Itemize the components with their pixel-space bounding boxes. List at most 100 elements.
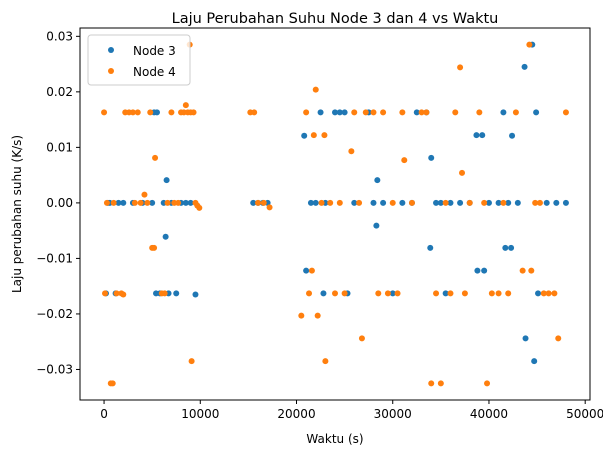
point-node-3 [457, 199, 464, 206]
point-node-4 [141, 191, 148, 198]
point-node-3 [533, 109, 540, 116]
point-node-4 [505, 290, 512, 297]
point-node-3 [543, 199, 550, 206]
point-node-4 [110, 199, 117, 206]
point-node-3 [500, 109, 507, 116]
point-node-3 [192, 291, 199, 298]
x-tick-label: 10000 [181, 407, 219, 421]
y-axis-label: Laju perubahan suhu (K/s) [10, 135, 24, 293]
point-node-3 [149, 199, 156, 206]
point-node-3 [351, 199, 358, 206]
point-node-3 [373, 222, 380, 229]
point-node-3 [173, 290, 180, 297]
x-tick-label: 30000 [374, 407, 412, 421]
point-node-4 [437, 380, 444, 387]
x-tick-label: 50000 [566, 407, 603, 421]
point-node-3 [250, 199, 257, 206]
point-node-3 [531, 358, 538, 365]
point-node-4 [137, 199, 144, 206]
legend: Node 3 Node 4 [87, 34, 191, 86]
point-node-4 [327, 199, 334, 206]
point-node-4 [428, 380, 435, 387]
point-node-4 [512, 109, 519, 116]
point-node-4 [298, 312, 305, 319]
point-node-3 [320, 290, 327, 297]
point-node-3 [508, 244, 515, 251]
point-node-4 [113, 290, 120, 297]
point-node-3 [370, 199, 377, 206]
point-node-4 [134, 109, 141, 116]
x-tick-label: 40000 [470, 407, 508, 421]
point-node-4 [251, 109, 258, 116]
point-node-4 [555, 335, 562, 342]
chart-title: Laju Perubahan Suhu Node 3 dan 4 vs Wakt… [172, 11, 499, 27]
point-node-4 [260, 199, 267, 206]
point-node-3 [535, 290, 542, 297]
point-node-4 [540, 290, 547, 297]
y-tick-label: 0.01 [46, 140, 73, 154]
point-node-4 [519, 267, 526, 274]
point-node-4 [312, 86, 319, 93]
point-node-3 [413, 109, 420, 116]
point-node-3 [485, 199, 492, 206]
point-node-4 [375, 290, 382, 297]
point-node-3 [481, 267, 488, 274]
point-node-4 [336, 199, 343, 206]
x-tick-label: 20000 [277, 407, 315, 421]
y-tick-label: −0.01 [36, 251, 73, 265]
point-node-4 [495, 290, 502, 297]
point-node-4 [314, 312, 321, 319]
point-node-3 [474, 267, 481, 274]
point-node-4 [457, 64, 464, 71]
point-node-4 [461, 290, 468, 297]
y-tick-label: 0.00 [46, 196, 73, 210]
point-node-4 [380, 109, 387, 116]
point-node-3 [509, 132, 516, 139]
point-node-4 [433, 290, 440, 297]
point-node-4 [389, 199, 396, 206]
y-tick-label: −0.03 [36, 362, 73, 376]
legend-marker-node-3 [108, 47, 114, 53]
legend-marker-node-4 [108, 68, 114, 74]
point-node-4 [131, 199, 138, 206]
point-node-4 [182, 102, 189, 109]
point-node-3 [162, 233, 169, 240]
point-node-4 [551, 290, 558, 297]
point-node-3 [437, 199, 444, 206]
point-node-4 [526, 41, 533, 48]
point-node-4 [120, 291, 127, 298]
point-node-4 [190, 109, 197, 116]
point-node-3 [495, 199, 502, 206]
point-node-4 [536, 199, 543, 206]
x-axis-label: Waktu (s) [306, 432, 363, 446]
point-node-4 [394, 290, 401, 297]
point-node-4 [306, 290, 313, 297]
point-node-4 [144, 199, 151, 206]
legend-label-node-3: Node 3 [133, 44, 176, 58]
point-node-3 [187, 199, 194, 206]
point-node-4 [164, 199, 171, 206]
point-node-3 [341, 109, 348, 116]
plot-frame [79, 27, 591, 401]
y-tick-label: 0.03 [46, 29, 73, 43]
point-node-4 [356, 199, 363, 206]
point-node-4 [423, 109, 430, 116]
point-node-4 [500, 199, 507, 206]
point-node-3 [380, 199, 387, 206]
point-node-4 [348, 148, 355, 155]
point-node-4 [318, 199, 325, 206]
point-node-3 [312, 199, 319, 206]
point-node-4 [196, 204, 203, 211]
point-node-4 [351, 109, 358, 116]
point-node-4 [370, 109, 377, 116]
point-node-4 [101, 109, 108, 116]
point-node-4 [102, 290, 109, 297]
point-node-4 [151, 244, 158, 251]
point-node-4 [103, 199, 110, 206]
point-node-4 [129, 109, 136, 116]
point-node-3 [553, 199, 560, 206]
point-node-4 [175, 199, 182, 206]
point-node-4 [341, 290, 348, 297]
point-node-3 [505, 199, 512, 206]
